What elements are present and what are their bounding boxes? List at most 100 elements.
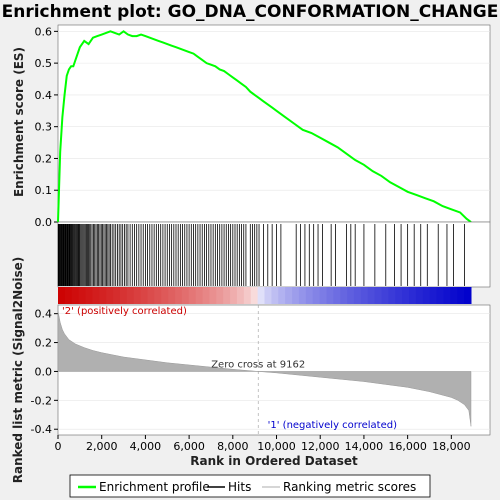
color-bar-segment xyxy=(326,287,334,304)
hit-marks xyxy=(57,224,465,286)
ranking-y-axis-ticks: -0.4 -0.2 0.0 0.2 0.4 xyxy=(31,308,58,436)
color-bar-segment xyxy=(188,287,197,304)
color-bar-segment xyxy=(106,287,114,304)
es-y-tick-label: 0.4 xyxy=(35,89,53,102)
color-bar-segment xyxy=(78,287,87,304)
color-bar-segment xyxy=(99,287,107,304)
color-bar-segment xyxy=(202,287,210,304)
color-bar-segment xyxy=(319,287,327,304)
x-tick-label: 14,000 xyxy=(345,440,384,453)
color-bar-segment xyxy=(409,287,417,304)
color-bar-segment xyxy=(388,287,396,304)
color-bar-segment xyxy=(285,287,293,304)
color-bar-segment xyxy=(195,287,204,304)
color-bar-segment xyxy=(450,287,458,304)
ranking-y-tick-label: 0.2 xyxy=(35,337,53,350)
color-bar-segment xyxy=(278,287,286,304)
color-bar-segment xyxy=(71,287,80,304)
color-bar-segment xyxy=(367,287,376,304)
color-bar-segment xyxy=(429,287,438,304)
color-bar-segment xyxy=(436,287,444,304)
es-y-tick-label: 0.5 xyxy=(35,57,53,70)
color-bar-segment xyxy=(464,287,472,304)
color-bar-segment xyxy=(92,287,100,304)
x-tick-label: 4,000 xyxy=(130,440,162,453)
color-bar-segment xyxy=(443,287,451,304)
ranking-y-tick-label: -0.4 xyxy=(31,423,52,436)
color-bar-segment xyxy=(360,287,369,304)
x-tick-label: 0 xyxy=(55,440,62,453)
legend-label-hits: Hits xyxy=(228,480,251,494)
es-y-tick-label: 0.3 xyxy=(35,121,53,134)
color-bar-segment xyxy=(140,287,148,304)
x-tick-label: 18,000 xyxy=(432,440,471,453)
color-bar-segment xyxy=(402,287,410,304)
color-bar-segment xyxy=(168,287,176,304)
zero-cross-label: Zero cross at 9162 xyxy=(211,359,305,370)
color-bar-segment xyxy=(230,287,238,304)
color-bar-segment xyxy=(113,287,121,304)
ranking-y-tick-label: -0.2 xyxy=(31,394,52,407)
es-y-tick-label: 0.1 xyxy=(35,184,53,197)
x-tick-label: 10,000 xyxy=(257,440,296,453)
x-tick-label: 12,000 xyxy=(301,440,340,453)
es-y-tick-label: 0.0 xyxy=(35,216,53,229)
color-bar-segment xyxy=(298,287,307,304)
color-bar-segment xyxy=(264,287,272,304)
positive-correlation-label: '2' (positively correlated) xyxy=(62,306,187,317)
color-bar-segment xyxy=(292,287,300,304)
legend-label-enrichment: Enrichment profile xyxy=(99,480,210,494)
color-bar-segment xyxy=(257,287,265,304)
es-y-axis-ticks: 0.0 0.1 0.2 0.3 0.4 0.5 0.6 xyxy=(35,25,58,229)
color-bar-segment xyxy=(161,287,169,304)
color-bar-segment xyxy=(457,287,465,304)
color-bar-segment xyxy=(85,287,93,304)
x-tick-label: 8,000 xyxy=(217,440,249,453)
color-bar-segment xyxy=(271,287,279,304)
color-bar-segment xyxy=(181,287,190,304)
enrichment-profile-line xyxy=(57,30,472,223)
color-bar-segment xyxy=(236,287,245,304)
color-bar-segment xyxy=(243,287,252,304)
color-bar-segment xyxy=(305,287,314,304)
color-bar-segment xyxy=(64,287,73,304)
es-panel xyxy=(57,24,491,223)
color-bar-segment xyxy=(154,287,162,304)
ranking-panel-grid xyxy=(58,313,490,430)
color-bar-segment xyxy=(422,287,431,304)
x-tick-label: 6,000 xyxy=(173,440,205,453)
color-bar-segment xyxy=(353,287,362,304)
color-bar-segment xyxy=(209,287,217,304)
legend: Enrichment profile Hits Ranking metric s… xyxy=(69,474,431,498)
color-bar-segment xyxy=(216,287,224,304)
es-y-axis-label: Enrichment score (ES) xyxy=(12,47,26,197)
color-bar-segment xyxy=(133,287,142,304)
ranking-y-tick-label: 0.4 xyxy=(35,308,53,321)
ranking-y-tick-label: 0.0 xyxy=(35,365,53,378)
color-bar-segment xyxy=(340,287,348,304)
ranking-y-axis-label: Ranked list metric (Signal2Noise) xyxy=(11,257,25,484)
color-bar-segment xyxy=(333,287,341,304)
color-bar-segment xyxy=(250,287,259,304)
color-bar-segment xyxy=(312,287,321,304)
legend-label-ranking: Ranking metric scores xyxy=(283,480,416,494)
ranking-color-bar xyxy=(58,287,472,304)
es-panel-grid xyxy=(58,31,490,223)
color-bar-segment xyxy=(126,287,135,304)
color-bar-segment xyxy=(223,287,231,304)
color-bar-segment xyxy=(381,287,389,304)
color-bar-segment xyxy=(147,287,155,304)
color-bar-segment xyxy=(415,287,424,304)
legend-box xyxy=(69,474,431,498)
color-bar-segment xyxy=(58,287,66,304)
x-axis-label: Rank in Ordered Dataset xyxy=(190,454,358,468)
color-bar-segment xyxy=(374,287,383,304)
x-tick-label: 16,000 xyxy=(388,440,427,453)
es-y-tick-label: 0.6 xyxy=(35,25,53,38)
color-bar-segment xyxy=(119,287,128,304)
es-y-tick-label: 0.2 xyxy=(35,152,53,165)
color-bar-segment xyxy=(347,287,355,304)
chart-title: Enrichment plot: GO_DNA_CONFORMATION_CHA… xyxy=(2,2,499,22)
x-tick-label: 2,000 xyxy=(86,440,118,453)
